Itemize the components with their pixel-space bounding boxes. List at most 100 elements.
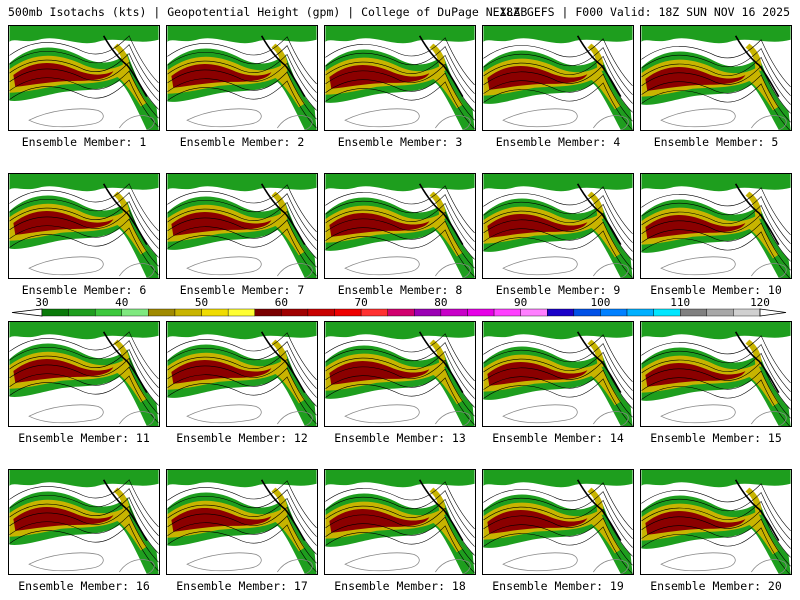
border-line: [734, 35, 780, 98]
coastline: [28, 256, 104, 276]
isotach-core-80kt: [487, 65, 588, 90]
ensemble-map-panel: [482, 173, 634, 279]
height-contour: [641, 222, 791, 271]
isotach-map: [167, 26, 317, 130]
height-contour: [641, 48, 791, 96]
colorbar-swatch: [706, 308, 734, 317]
ensemble-member-label: Ensemble Member: 1: [21, 135, 147, 149]
colorbar-swatch: [680, 308, 708, 317]
isotach-core-80kt: [13, 359, 114, 383]
border-line: [576, 331, 622, 394]
height-contour: [167, 184, 317, 233]
colorbar-swatch: [148, 308, 176, 317]
height-contour: [9, 340, 159, 388]
colorbar-swatch: [334, 308, 362, 317]
isotach-north-40kt: [483, 470, 633, 488]
height-contour: [325, 377, 475, 426]
height-contour: [325, 368, 475, 417]
height-contour: [641, 500, 791, 549]
isotach-north-40kt: [167, 322, 317, 340]
isotach-core-80kt: [645, 214, 746, 239]
colorbar-swatch: [68, 308, 96, 317]
height-contour: [325, 46, 475, 94]
coastline: [186, 108, 262, 128]
height-contour: [325, 525, 475, 574]
height-contour: [9, 200, 159, 249]
height-contour: [641, 335, 791, 384]
height-contour: [9, 192, 159, 240]
height-contour: [167, 36, 317, 85]
height-contour: [325, 54, 475, 103]
colorbar-tick-label: 100: [591, 296, 611, 309]
coastline: [750, 263, 787, 278]
height-contour: [325, 81, 475, 130]
isotach-map: [167, 470, 317, 574]
map-title: 500mb Isotachs (kts) | Geopotential Heig…: [8, 5, 528, 19]
isotach-core-80kt: [487, 509, 588, 534]
height-contour: [167, 524, 317, 573]
height-contour: [641, 196, 791, 244]
height-contour: [641, 527, 791, 574]
height-contour: [483, 517, 633, 566]
ensemble-member-label: Ensemble Member: 20: [650, 579, 782, 593]
colorbar-swatch: [440, 308, 468, 317]
coastline: [434, 263, 471, 278]
coastline: [118, 411, 155, 426]
colorbar-swatch: [414, 308, 442, 317]
ensemble-map-panel: [482, 25, 634, 131]
isotach-map: [641, 174, 791, 278]
height-contour: [641, 492, 791, 540]
height-contour: [483, 499, 633, 548]
colorbar-swatch: [387, 308, 415, 317]
height-contour: [9, 79, 159, 128]
border-line: [418, 479, 464, 542]
coastline: [276, 263, 313, 278]
border-line: [102, 331, 148, 394]
colorbar-tick-label: 30: [35, 296, 48, 309]
height-contour: [9, 479, 159, 528]
ensemble-member-label: Ensemble Member: 17: [176, 579, 308, 593]
map-valid-time: 18Z GEFS | F000 Valid: 18Z SUN NOV 16 20…: [499, 5, 790, 19]
isotach-north-40kt: [9, 470, 159, 488]
border-line: [734, 331, 780, 394]
isotach-map: [325, 26, 475, 130]
height-contour: [483, 38, 633, 87]
isotach-map: [641, 26, 791, 130]
border-line: [576, 35, 622, 98]
colorbar-swatch: [467, 308, 495, 317]
colorbar-swatch: [520, 308, 548, 317]
colorbar-swatch: [227, 308, 255, 317]
border-line: [418, 183, 464, 246]
coastline: [592, 559, 629, 574]
colorbar-tick-label: 120: [750, 296, 770, 309]
height-contour: [483, 230, 633, 278]
isotach-core-80kt: [329, 65, 430, 89]
height-contour: [483, 334, 633, 383]
height-contour: [167, 376, 317, 425]
isotach-map: [9, 26, 159, 130]
colorbar-tick-label: 80: [434, 296, 447, 309]
coastline: [592, 115, 629, 130]
isotach-map: [641, 470, 791, 574]
isotach-core-80kt: [329, 361, 430, 385]
height-contour: [483, 47, 633, 95]
coastline: [660, 108, 736, 128]
ensemble-member-label: Ensemble Member: 5: [653, 135, 779, 149]
height-contour: [9, 366, 159, 415]
height-contour: [167, 497, 317, 546]
isotach-north-40kt: [325, 470, 475, 488]
height-contour: [9, 488, 159, 536]
height-contour: [641, 379, 791, 426]
coastline: [344, 256, 420, 276]
colorbar-swatch: [493, 308, 521, 317]
isotach-core-80kt: [329, 213, 430, 237]
height-contour: [325, 229, 475, 278]
height-contour: [325, 37, 475, 86]
ensemble-map-panel: [166, 321, 318, 427]
coastline: [344, 552, 420, 572]
border-line: [260, 331, 306, 394]
height-contour: [483, 508, 633, 557]
colorbar-swatch: [653, 308, 681, 317]
isotach-core-80kt: [171, 64, 272, 88]
isotach-core-80kt: [487, 361, 588, 386]
